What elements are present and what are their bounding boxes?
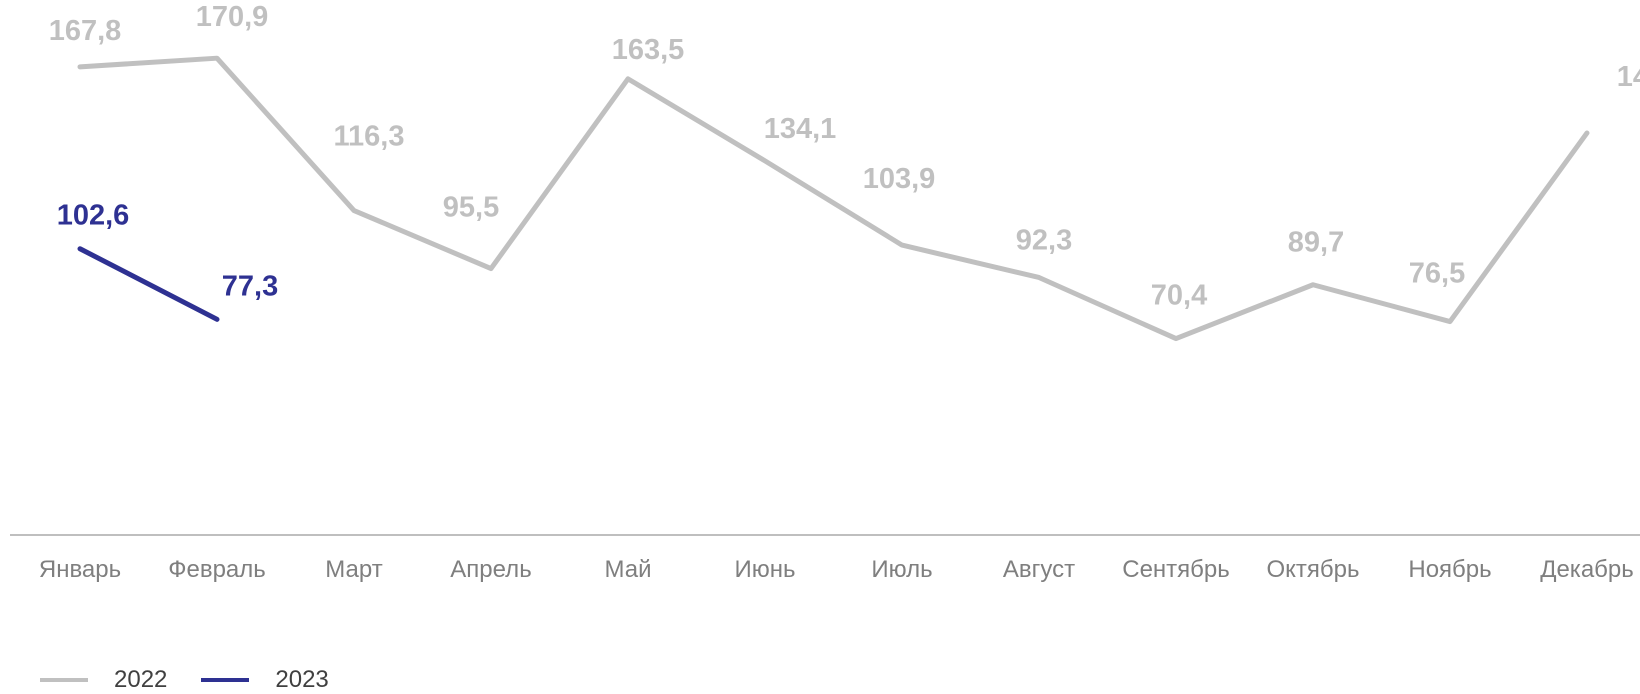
x-tick-label: Март (325, 556, 382, 583)
x-tick-label: Октябрь (1266, 556, 1359, 583)
legend: 2022 2023 (40, 666, 363, 694)
legend-item-2023: 2023 (201, 666, 329, 694)
data-label-2022: 92,3 (1016, 224, 1072, 256)
x-tick-label: Июнь (734, 556, 795, 583)
series-line-2022 (77, 55, 1590, 342)
x-tick-label: Декабрь (1540, 556, 1634, 583)
x-tick-label: Январь (39, 556, 121, 583)
x-tick-label: Апрель (450, 556, 531, 583)
legend-label-2022: 2022 (114, 666, 168, 693)
legend-swatch-2023 (201, 678, 250, 682)
legend-label-2023: 2023 (275, 666, 329, 693)
x-tick-label: Февраль (168, 556, 266, 583)
series-line-2023 (77, 246, 220, 322)
data-label-2023: 77,3 (222, 270, 278, 302)
data-label-2022: 70,4 (1151, 280, 1207, 312)
x-tick-label: Май (604, 556, 651, 583)
x-tick-label: Август (1003, 556, 1075, 583)
x-tick-labels: Январь Февраль Март Апрель Май Июнь Июль Август… (39, 556, 1634, 583)
data-label-2022: 144,1 (1617, 61, 1640, 93)
series-lines (77, 55, 1590, 342)
data-label-2022: 134,1 (764, 113, 837, 145)
data-label-2022: 89,7 (1288, 227, 1344, 259)
data-label-2023: 102,6 (57, 200, 130, 232)
data-label-2022: 95,5 (443, 192, 499, 224)
x-tick-label: Ноябрь (1408, 556, 1491, 583)
legend-swatch-2022 (40, 678, 88, 682)
legend-item-2022: 2022 (40, 666, 167, 694)
data-label-2022: 116,3 (334, 121, 405, 153)
data-label-2022: 167,8 (49, 15, 122, 47)
x-tick-label: Июль (871, 556, 932, 583)
data-label-2022: 170,9 (196, 1, 269, 33)
data-label-2022: 103,9 (863, 163, 936, 195)
data-labels: 167,8 170,9 116,3 95,5 163,5 134,1 103,9 92,3 70… (49, 1, 1640, 311)
x-tick-label: Сентябрь (1122, 556, 1230, 583)
data-label-2022: 163,5 (612, 34, 685, 66)
data-label-2022: 76,5 (1409, 258, 1465, 290)
